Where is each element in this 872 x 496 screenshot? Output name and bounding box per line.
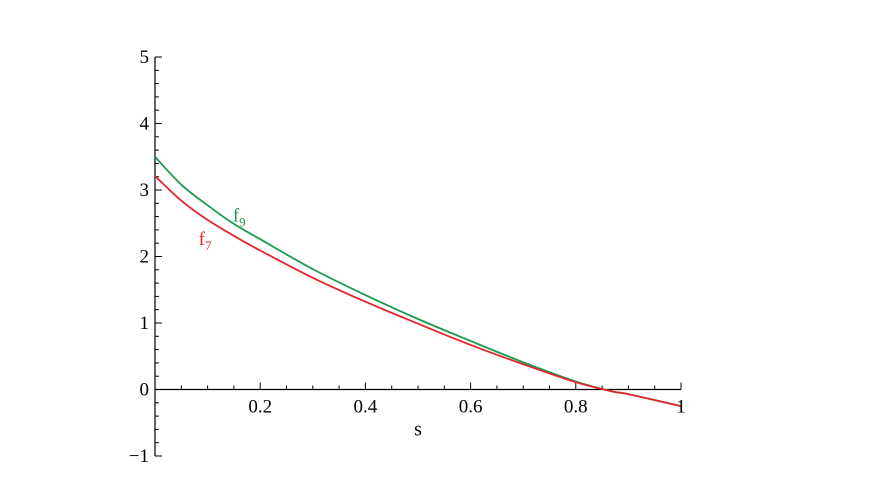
ticks: [155, 56, 682, 457]
x-tick-label: 0.4: [354, 397, 378, 418]
series-line-f7: [154, 175, 682, 408]
y-tick-label: 1: [140, 313, 150, 334]
axes: [154, 57, 681, 456]
x-axis-title: s: [414, 419, 422, 441]
x-tick-label: 0.2: [248, 397, 272, 418]
y-tick-label: 3: [140, 180, 150, 201]
series-label-subscript: 9: [239, 214, 246, 229]
series-label-name: f: [233, 205, 240, 226]
series-label-f9: f9: [233, 205, 246, 229]
y-tick-label: 4: [140, 114, 150, 135]
y-tick-label: −1: [129, 446, 149, 467]
x-tick-label: 0.8: [564, 397, 588, 418]
y-tick-label: 5: [140, 47, 150, 68]
y-tick-label: 0: [140, 380, 150, 401]
series-layer: [154, 156, 682, 408]
series-label-f7: f7: [199, 229, 212, 253]
x-tick-label: 1: [676, 397, 686, 418]
y-tick-label: 2: [140, 247, 150, 268]
series-label-name: f: [199, 229, 206, 250]
series-line-f9: [154, 156, 682, 408]
series-label-subscript: 7: [205, 238, 212, 253]
x-tick-label: 0.6: [459, 397, 483, 418]
